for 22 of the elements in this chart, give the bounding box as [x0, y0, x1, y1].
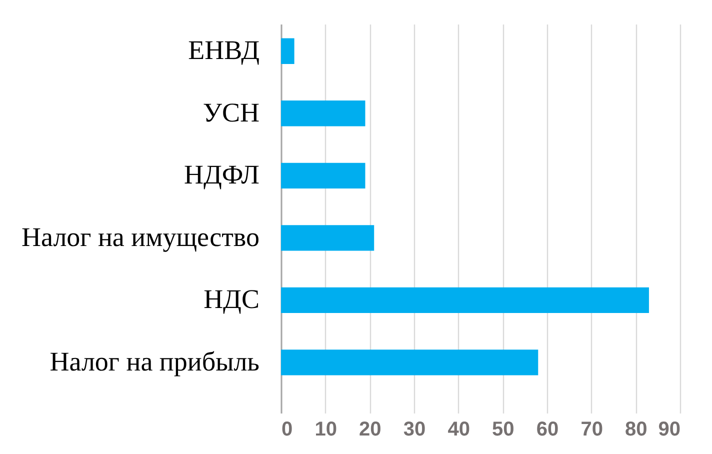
bar: [281, 38, 294, 64]
x-tick-label: 80: [625, 418, 648, 440]
x-tick-label: 20: [359, 418, 382, 440]
bar: [281, 287, 649, 314]
y-tick-label: НДФЛ: [184, 160, 260, 190]
y-tick-label: УСН: [202, 97, 260, 128]
x-tick-label: 10: [314, 418, 337, 440]
x-tick-label: 50: [492, 418, 514, 440]
x-tick-label: 40: [448, 418, 470, 440]
y-tick-label: ЕНВД: [188, 35, 260, 66]
y-tick-label: НДС: [204, 284, 260, 314]
bar: [281, 100, 366, 126]
y-tick-label: Налог на имущество: [21, 222, 260, 252]
y-tick-label: Налог на прибыль: [50, 346, 260, 376]
x-tick-label: 70: [580, 418, 603, 440]
bar: [281, 225, 374, 251]
x-tick-label: 30: [403, 418, 426, 440]
x-tick-label: 60: [536, 418, 559, 440]
x-tick-label: 0: [282, 418, 293, 440]
bar: [281, 162, 366, 189]
x-tick-label: 90: [658, 418, 680, 440]
bar: [281, 350, 538, 376]
